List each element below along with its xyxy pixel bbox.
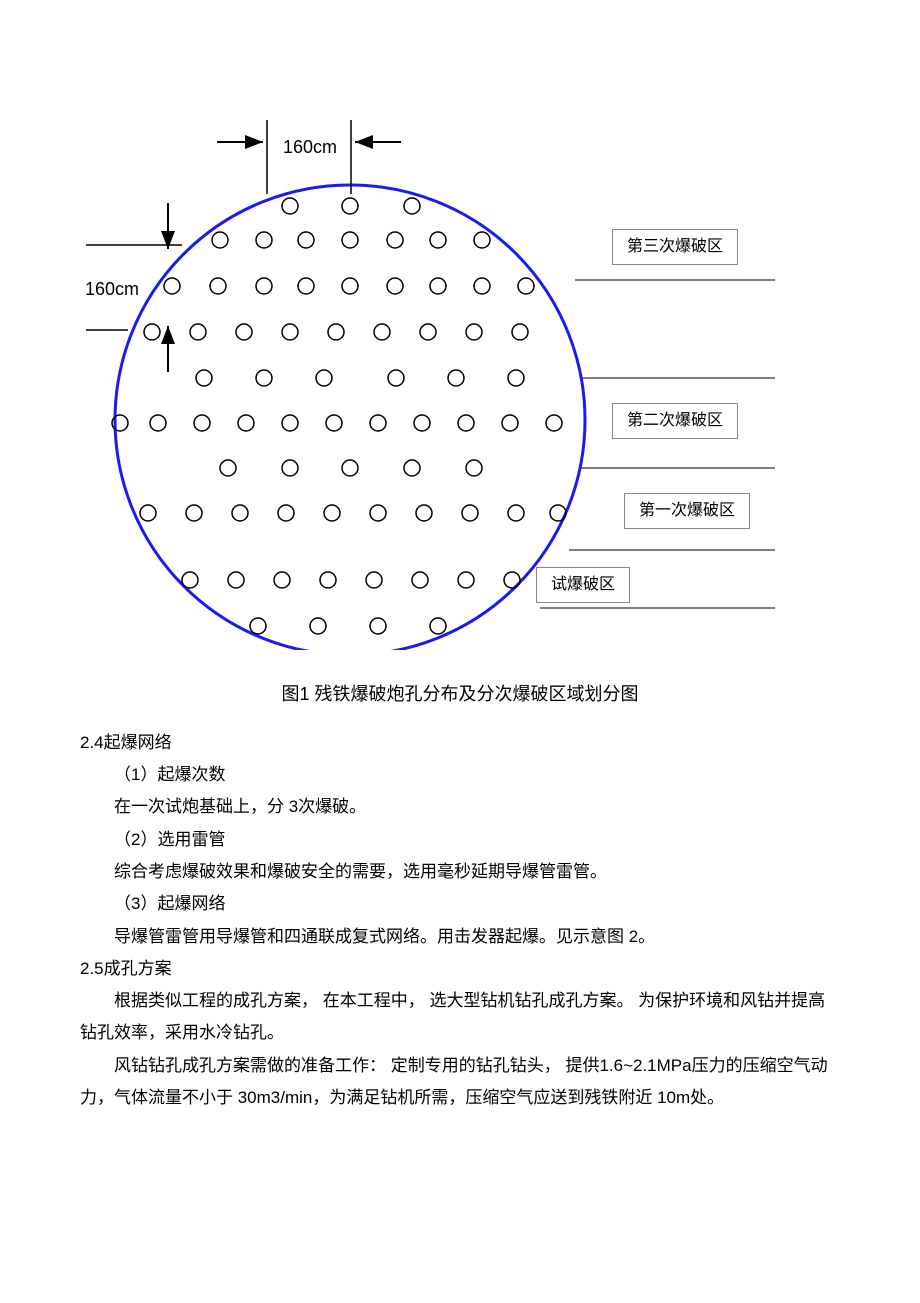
section-2-5-head: 2.5成孔方案	[80, 953, 840, 985]
blast-hole	[210, 278, 226, 294]
blast-hole	[448, 370, 464, 386]
blast-hole	[196, 370, 212, 386]
blast-hole	[387, 278, 403, 294]
blast-hole	[274, 572, 290, 588]
blast-hole-diagram: 160cm 160cm 第三次爆破区 第二次爆破区 第一次爆破区 试爆破区	[0, 90, 920, 650]
blast-hole	[518, 278, 534, 294]
blast-hole	[420, 324, 436, 340]
blast-hole	[512, 324, 528, 340]
blast-hole	[256, 370, 272, 386]
blast-hole	[504, 572, 520, 588]
section-2-5-p1: 根据类似工程的成孔方案， 在本工程中， 选大型钻机钻孔成孔方案。 为保护环境和风…	[80, 985, 840, 1050]
dimension-arrow	[245, 135, 263, 149]
dim-label-vertical: 160cm	[85, 275, 139, 304]
blast-hole	[212, 232, 228, 248]
blast-hole	[342, 460, 358, 476]
blast-hole	[182, 572, 198, 588]
blast-hole	[466, 324, 482, 340]
blast-hole	[474, 278, 490, 294]
blast-hole	[186, 505, 202, 521]
blast-hole	[220, 460, 236, 476]
blast-hole	[508, 370, 524, 386]
blast-hole	[404, 198, 420, 214]
zone-label-2: 第二次爆破区	[612, 403, 738, 439]
blast-hole	[466, 460, 482, 476]
item-2-4-1: （1）起爆次数	[80, 759, 840, 791]
blast-hole	[462, 505, 478, 521]
blast-hole	[190, 324, 206, 340]
blast-hole	[342, 198, 358, 214]
zone-label-trial: 试爆破区	[536, 567, 630, 603]
blast-hole	[324, 505, 340, 521]
blast-hole	[164, 278, 180, 294]
blast-hole	[502, 415, 518, 431]
blast-hole	[430, 232, 446, 248]
blast-hole	[430, 278, 446, 294]
blast-hole	[282, 415, 298, 431]
section-2-4-head: 2.4起爆网络	[80, 727, 840, 759]
blast-hole	[256, 232, 272, 248]
blast-hole	[310, 618, 326, 634]
blast-hole	[342, 232, 358, 248]
blast-hole	[374, 324, 390, 340]
blast-hole	[150, 415, 166, 431]
figure-caption: 图1 残铁爆破炮孔分布及分次爆破区域划分图	[0, 680, 920, 709]
blast-hole	[298, 232, 314, 248]
blast-hole	[282, 198, 298, 214]
blast-hole	[458, 572, 474, 588]
blast-hole	[194, 415, 210, 431]
blast-hole	[370, 415, 386, 431]
diagram-svg	[0, 90, 920, 650]
zone-label-1: 第一次爆破区	[624, 493, 750, 529]
blast-hole	[282, 324, 298, 340]
blast-hole	[416, 505, 432, 521]
blast-hole	[458, 415, 474, 431]
blast-hole	[366, 572, 382, 588]
blast-hole	[414, 415, 430, 431]
blast-hole	[328, 324, 344, 340]
blast-hole	[144, 324, 160, 340]
blast-hole	[232, 505, 248, 521]
zone-label-3: 第三次爆破区	[612, 229, 738, 265]
blast-hole	[326, 415, 342, 431]
blast-hole	[550, 505, 566, 521]
blast-hole	[238, 415, 254, 431]
body-text: 2.4起爆网络 （1）起爆次数 在一次试炮基础上，分 3次爆破。 （2）选用雷管…	[80, 727, 840, 1115]
blast-hole	[250, 618, 266, 634]
blast-hole	[140, 505, 156, 521]
dim-label-horizontal: 160cm	[283, 133, 337, 162]
blast-hole	[387, 232, 403, 248]
blast-hole	[228, 572, 244, 588]
dimension-arrow	[161, 326, 175, 344]
blast-hole	[298, 278, 314, 294]
blast-hole	[370, 505, 386, 521]
item-2-4-2-body: 综合考虑爆破效果和爆破安全的需要，选用毫秒延期导爆管雷管。	[80, 856, 840, 888]
blast-hole	[388, 370, 404, 386]
blast-hole	[474, 232, 490, 248]
dimension-arrow	[161, 231, 175, 249]
blast-hole	[316, 370, 332, 386]
dimension-arrow	[355, 135, 373, 149]
item-2-4-1-body: 在一次试炮基础上，分 3次爆破。	[80, 791, 840, 823]
blast-hole	[508, 505, 524, 521]
blast-hole	[546, 415, 562, 431]
section-2-5-p2: 风钻钻孔成孔方案需做的准备工作： 定制专用的钻孔钻头， 提供1.6~2.1MPa…	[80, 1050, 840, 1115]
boundary-circle	[115, 185, 585, 650]
blast-hole	[404, 460, 420, 476]
blast-hole	[320, 572, 336, 588]
blast-hole	[412, 572, 428, 588]
item-2-4-3: （3）起爆网络	[80, 888, 840, 920]
blast-hole	[256, 278, 272, 294]
blast-hole	[282, 460, 298, 476]
item-2-4-2: （2）选用雷管	[80, 824, 840, 856]
blast-hole	[370, 618, 386, 634]
item-2-4-3-body: 导爆管雷管用导爆管和四通联成复式网络。用击发器起爆。见示意图 2。	[80, 921, 840, 953]
blast-hole	[236, 324, 252, 340]
blast-hole	[342, 278, 358, 294]
blast-hole	[278, 505, 294, 521]
blast-hole	[430, 618, 446, 634]
